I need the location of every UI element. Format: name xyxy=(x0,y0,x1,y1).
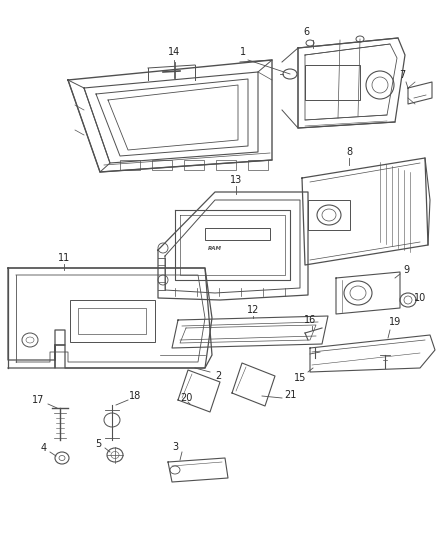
Text: 1: 1 xyxy=(240,47,246,57)
Bar xyxy=(216,160,236,170)
Bar xyxy=(152,160,172,170)
Text: 7: 7 xyxy=(399,70,405,80)
Text: 18: 18 xyxy=(129,391,141,401)
Bar xyxy=(184,160,204,170)
Bar xyxy=(120,160,140,170)
Text: RAM: RAM xyxy=(208,246,222,251)
Bar xyxy=(70,300,155,342)
Text: 21: 21 xyxy=(284,390,296,400)
Bar xyxy=(248,160,268,170)
Text: 13: 13 xyxy=(230,175,242,185)
Text: 17: 17 xyxy=(32,395,44,405)
Bar xyxy=(308,200,350,230)
Text: 16: 16 xyxy=(304,315,316,325)
Text: 3: 3 xyxy=(172,442,178,452)
Text: 2: 2 xyxy=(215,371,221,381)
Text: 14: 14 xyxy=(168,47,180,57)
Text: 15: 15 xyxy=(294,373,306,383)
Text: 9: 9 xyxy=(403,265,409,275)
Text: 10: 10 xyxy=(414,293,426,303)
Text: 12: 12 xyxy=(247,305,259,315)
Text: 20: 20 xyxy=(180,393,192,403)
Bar xyxy=(305,65,360,100)
Bar xyxy=(78,308,146,334)
Text: 5: 5 xyxy=(95,439,101,449)
Text: 6: 6 xyxy=(303,27,309,37)
Text: 4: 4 xyxy=(41,443,47,453)
Text: 8: 8 xyxy=(346,147,352,157)
Text: 19: 19 xyxy=(389,317,401,327)
Bar xyxy=(205,228,270,240)
Text: 11: 11 xyxy=(58,253,70,263)
